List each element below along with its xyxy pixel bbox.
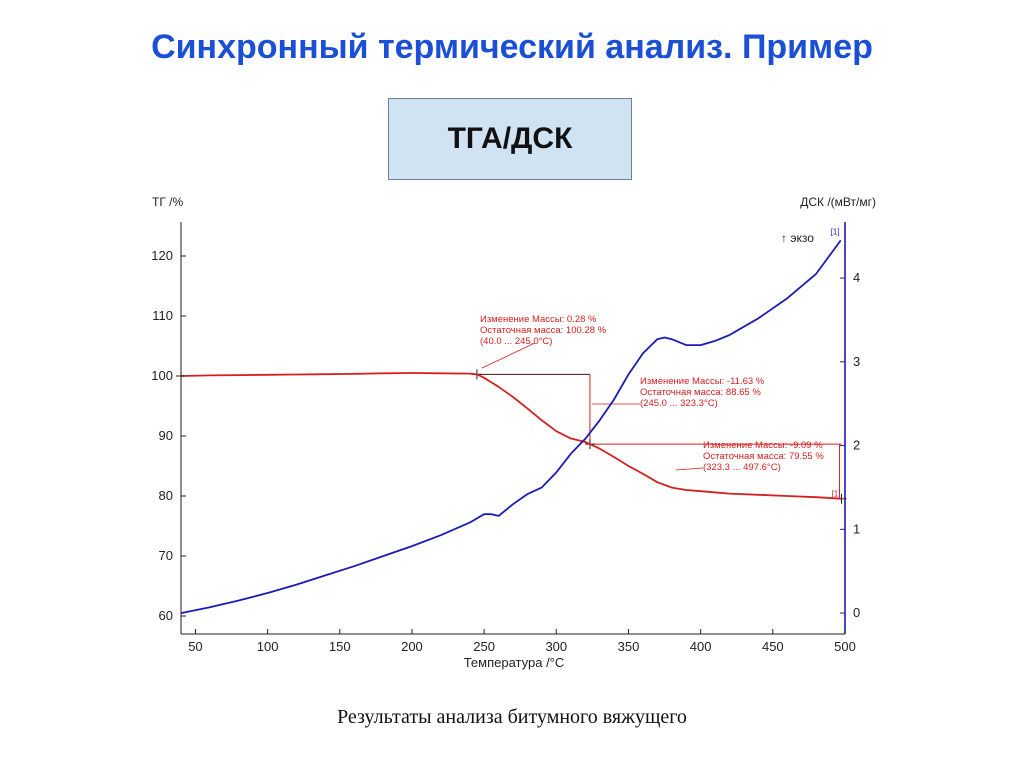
y-right-tick-label: 3 [853, 354, 860, 369]
annotation-line: Изменение Массы: -11.63 % [640, 376, 765, 387]
x-axis-label: Температура /°C [464, 655, 565, 670]
annotation-line: Остаточная масса: 88.65 % [640, 387, 761, 398]
y-right-tick-label: 2 [853, 438, 860, 453]
axes-group: 50 100 150 200 250 300 350 400 450 500 60 70 80 90 100… [151, 222, 860, 654]
x-tick-label: 400 [690, 639, 712, 654]
annotation-line: (40.0 ... 245.0°C) [480, 336, 552, 347]
y-left-tick-label: 120 [151, 248, 173, 263]
annotations-group: Изменение Массы: 0.28 %Остаточная масса:… [176, 314, 847, 504]
y-right-tick-label: 1 [853, 521, 860, 536]
y-right-tick-label: 0 [853, 605, 860, 620]
tg-curve [180, 372, 842, 500]
annotation-line: Остаточная масса: 79.55 % [703, 451, 824, 462]
annotation-line: (245.0 ... 323.3°C) [640, 398, 718, 409]
annotation-line: Изменение Массы: -9.09 % [703, 440, 823, 451]
method-box: ТГА/ДСК [388, 98, 632, 180]
y-left-tick-label: 70 [159, 548, 173, 563]
dsc-end-marker: [1] [831, 227, 840, 236]
x-tick-label: 150 [329, 639, 351, 654]
annotation-leader [675, 467, 704, 471]
annotation-line: (323.3 ... 497.6°C) [703, 462, 781, 473]
x-tick-label: 500 [834, 639, 856, 654]
x-tick-label: 100 [257, 639, 279, 654]
x-tick-label: 350 [618, 639, 640, 654]
series-group: [1] [1] [177, 227, 842, 614]
x-tick-label: 450 [762, 639, 784, 654]
y-left-tick-label: 80 [159, 488, 173, 503]
annotation-line: Изменение Массы: 0.28 % [480, 314, 597, 325]
annotation-line: Остаточная масса: 100.28 % [480, 325, 607, 336]
x-tick-label: 300 [545, 639, 567, 654]
x-tick-label: 50 [188, 639, 202, 654]
tg-end-marker: [1] [832, 490, 841, 499]
annotation-leader [481, 342, 536, 369]
tg-start-marker [177, 372, 185, 380]
y-right-label: ДСК /(мВт/мг) [800, 195, 876, 209]
y-left-label: ТГ /% [152, 195, 183, 209]
x-tick-label: 200 [401, 639, 423, 654]
y-left-tick-label: 90 [159, 428, 173, 443]
x-tick-label: 250 [473, 639, 495, 654]
exo-label: ↑ экзо [781, 231, 814, 245]
y-right-tick-label: 4 [853, 270, 860, 285]
caption: Результаты анализа битумного вяжущего [337, 706, 687, 728]
y-left-tick-label: 110 [152, 308, 173, 323]
slide-title: Синхронный термический анализ. Пример [151, 28, 873, 66]
y-left-tick-label: 60 [159, 608, 173, 623]
dsc-curve [180, 239, 842, 614]
method-label: ТГА/ДСК [447, 122, 573, 155]
tg-dsc-chart: ТГ /% ДСК /(мВт/мг) ↑ экзо Температура /… [151, 195, 876, 670]
y-left-tick-label: 100 [151, 368, 173, 383]
